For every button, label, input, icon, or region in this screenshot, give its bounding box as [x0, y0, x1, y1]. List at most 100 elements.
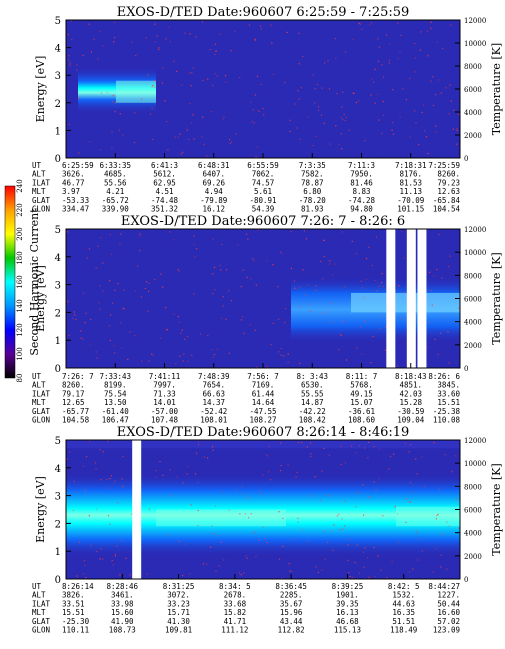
table-cell: 108.42 [299, 416, 326, 425]
y2-tick-label: 10000 [464, 40, 486, 48]
noise-dot [415, 122, 417, 124]
noise-dot [279, 470, 281, 472]
y-tick-label: 5 [55, 225, 61, 236]
noise-dot [394, 506, 396, 508]
noise-dot [432, 104, 435, 106]
noise-dot [414, 71, 416, 73]
table-row-label: UT [32, 372, 42, 381]
noise-dot [195, 36, 197, 38]
noise-dot [290, 231, 292, 233]
noise-dot [252, 109, 254, 111]
table-cell: 7062. [252, 170, 275, 179]
noise-dot [315, 289, 317, 291]
noise-dot [409, 136, 411, 138]
noise-dot [365, 258, 368, 260]
noise-dot [389, 43, 391, 45]
noise-dot [410, 444, 412, 446]
noise-dot [213, 533, 215, 535]
noise-dot [378, 119, 380, 121]
noise-dot [334, 38, 336, 40]
noise-dot [334, 263, 336, 265]
noise-dot [377, 93, 379, 95]
noise-dot [67, 300, 69, 302]
noise-dot [382, 286, 384, 288]
table-cell: 7:18:31 [395, 161, 427, 170]
noise-dot [341, 148, 343, 150]
table-cell: 15.51 [437, 398, 460, 407]
noise-dot [121, 540, 123, 542]
noise-dot [99, 30, 101, 32]
noise-dot [241, 493, 244, 495]
noise-dot [102, 45, 104, 47]
noise-dot [281, 253, 283, 255]
noise-dot [214, 73, 216, 75]
y2-tick-label: 0 [464, 576, 468, 584]
noise-dot [76, 69, 78, 71]
table-cell: 107.48 [151, 416, 179, 425]
noise-dot [235, 133, 237, 135]
noise-dot [410, 482, 412, 484]
noise-dot [258, 110, 260, 112]
noise-dot [114, 555, 116, 557]
table-cell: 75.54 [104, 389, 127, 398]
noise-dot [450, 100, 452, 102]
table-cell: 123.09 [433, 626, 460, 635]
noise-dot [329, 263, 331, 265]
table-cell: -79.89 [200, 196, 227, 205]
noise-dot [332, 321, 334, 323]
noise-dot [197, 509, 199, 512]
noise-dot [109, 234, 111, 236]
noise-dot [187, 466, 189, 468]
noise-dot [286, 31, 288, 33]
noise-dot [436, 41, 438, 43]
noise-dot [301, 529, 303, 531]
noise-dot [241, 485, 243, 487]
y2-tick-label: 2000 [464, 132, 482, 140]
noise-dot [343, 113, 345, 115]
table-cell: 78.87 [301, 178, 324, 187]
emission-core [156, 509, 286, 527]
noise-dot [348, 572, 350, 574]
noise-dot [107, 515, 110, 517]
noise-dot [397, 365, 399, 367]
noise-dot [416, 473, 418, 475]
noise-dot [427, 30, 429, 32]
noise-dot [458, 113, 460, 115]
noise-dot [328, 494, 330, 497]
noise-dot [189, 573, 191, 575]
noise-dot [78, 541, 80, 543]
table-cell: 118.49 [390, 626, 417, 635]
noise-dot [375, 236, 377, 238]
noise-dot [118, 129, 120, 131]
noise-dot [178, 321, 180, 324]
noise-dot [245, 555, 247, 557]
noise-dot [194, 256, 196, 258]
noise-dot [399, 51, 401, 53]
noise-dot [444, 454, 446, 456]
noise-dot [100, 236, 102, 239]
noise-dot [215, 570, 217, 572]
table-cell: -65.84 [433, 196, 461, 205]
table-cell: 69.26 [202, 178, 225, 187]
table-cell: 8:26: 6 [428, 372, 460, 381]
noise-dot [184, 32, 186, 34]
noise-dot [112, 95, 114, 97]
noise-dot [430, 80, 432, 82]
noise-dot [392, 89, 394, 91]
noise-dot [255, 156, 257, 158]
noise-dot [127, 358, 129, 360]
noise-dot [206, 155, 208, 157]
table-cell: -53.33 [62, 196, 89, 205]
noise-dot [345, 51, 347, 53]
noise-dot [359, 326, 361, 328]
noise-dot [152, 138, 154, 140]
table-cell: 33.23 [167, 599, 190, 608]
noise-dot [86, 257, 89, 259]
noise-dot [160, 337, 162, 339]
noise-dot [455, 455, 457, 457]
noise-dot [260, 28, 263, 30]
noise-dot [377, 555, 379, 557]
noise-dot [219, 264, 221, 267]
table-row-label: ALT [32, 170, 46, 179]
noise-dot [221, 490, 223, 492]
